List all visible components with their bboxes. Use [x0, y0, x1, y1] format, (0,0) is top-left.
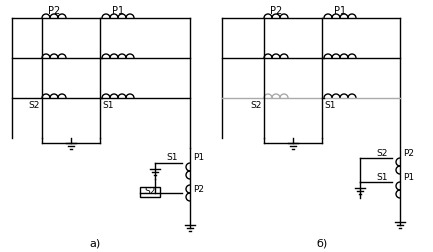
Text: а): а) — [89, 238, 100, 248]
Text: S1: S1 — [102, 102, 113, 110]
Text: P1: P1 — [403, 173, 414, 181]
Text: S1: S1 — [377, 173, 388, 181]
Text: S2: S2 — [144, 187, 156, 197]
Text: P2: P2 — [48, 6, 60, 16]
Text: S2: S2 — [29, 102, 40, 110]
Text: S1: S1 — [324, 102, 336, 110]
Bar — [140, 187, 160, 197]
Text: P1: P1 — [112, 6, 124, 16]
Text: S2: S2 — [377, 148, 388, 158]
Text: S2: S2 — [251, 102, 262, 110]
Text: P2: P2 — [193, 184, 204, 194]
Text: S1: S1 — [167, 153, 178, 163]
Text: P1: P1 — [334, 6, 346, 16]
Text: P2: P2 — [403, 148, 414, 158]
Text: P1: P1 — [193, 153, 204, 163]
Text: P2: P2 — [270, 6, 282, 16]
Text: б): б) — [317, 238, 328, 248]
